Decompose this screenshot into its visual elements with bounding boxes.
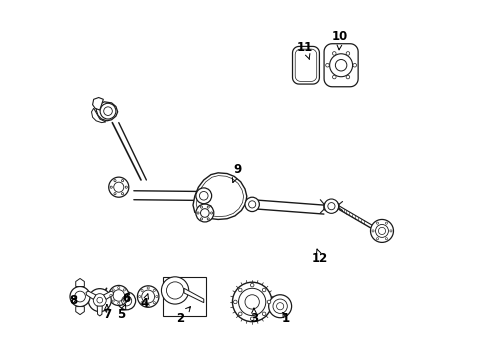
Circle shape <box>262 312 266 316</box>
Circle shape <box>353 63 357 67</box>
Circle shape <box>267 300 271 304</box>
Circle shape <box>114 180 116 182</box>
Polygon shape <box>324 200 339 212</box>
Circle shape <box>110 294 112 297</box>
Circle shape <box>330 54 353 77</box>
Circle shape <box>207 206 209 208</box>
Circle shape <box>239 288 242 292</box>
Circle shape <box>88 289 111 312</box>
Circle shape <box>118 302 120 305</box>
Circle shape <box>245 197 259 212</box>
Circle shape <box>196 204 214 222</box>
Circle shape <box>147 287 149 289</box>
Circle shape <box>200 218 202 220</box>
Circle shape <box>114 193 116 195</box>
Polygon shape <box>76 279 84 287</box>
Circle shape <box>118 292 136 310</box>
Text: 7: 7 <box>103 305 111 321</box>
Circle shape <box>153 289 155 292</box>
Circle shape <box>333 75 336 79</box>
Circle shape <box>141 302 143 304</box>
Circle shape <box>122 180 123 182</box>
Circle shape <box>122 193 123 195</box>
Polygon shape <box>86 291 96 299</box>
Circle shape <box>125 294 128 297</box>
Bar <box>163 277 205 316</box>
Circle shape <box>234 300 237 304</box>
Circle shape <box>370 220 393 242</box>
Circle shape <box>346 75 350 79</box>
Polygon shape <box>324 44 358 87</box>
Text: 3: 3 <box>250 308 258 325</box>
Text: 4: 4 <box>141 294 148 310</box>
Circle shape <box>100 103 116 119</box>
Circle shape <box>376 238 379 240</box>
Circle shape <box>70 287 90 307</box>
Circle shape <box>262 288 266 292</box>
Circle shape <box>118 287 120 289</box>
Circle shape <box>390 230 392 232</box>
Text: 10: 10 <box>332 30 348 50</box>
Circle shape <box>250 283 254 287</box>
Circle shape <box>153 302 155 304</box>
Polygon shape <box>76 307 84 315</box>
Circle shape <box>125 186 127 188</box>
Circle shape <box>137 286 159 307</box>
Circle shape <box>239 312 242 316</box>
Polygon shape <box>193 173 247 220</box>
Circle shape <box>200 206 202 208</box>
Text: 2: 2 <box>176 307 191 325</box>
Circle shape <box>196 188 212 204</box>
Circle shape <box>123 289 125 291</box>
Circle shape <box>250 317 254 320</box>
Circle shape <box>386 238 388 240</box>
Circle shape <box>333 51 336 55</box>
Text: 9: 9 <box>232 163 242 183</box>
Circle shape <box>372 230 374 232</box>
Circle shape <box>335 59 347 71</box>
Polygon shape <box>104 291 113 299</box>
Polygon shape <box>199 205 212 220</box>
Polygon shape <box>184 288 204 303</box>
Circle shape <box>386 222 388 224</box>
Circle shape <box>161 277 189 304</box>
Polygon shape <box>293 46 319 84</box>
Circle shape <box>376 222 379 224</box>
Text: 5: 5 <box>117 305 126 321</box>
Circle shape <box>156 296 158 298</box>
Circle shape <box>139 296 141 298</box>
Text: 8: 8 <box>70 294 78 307</box>
Text: 1: 1 <box>282 311 290 325</box>
Circle shape <box>110 186 112 188</box>
Polygon shape <box>93 98 103 110</box>
Circle shape <box>141 289 143 292</box>
Circle shape <box>326 63 329 67</box>
Text: 11: 11 <box>297 41 314 59</box>
Text: 12: 12 <box>312 249 328 265</box>
Polygon shape <box>97 306 102 316</box>
Circle shape <box>112 289 114 291</box>
Circle shape <box>197 212 199 214</box>
Circle shape <box>324 199 339 213</box>
Circle shape <box>147 304 149 306</box>
Circle shape <box>123 300 125 302</box>
Polygon shape <box>112 181 127 194</box>
Text: 6: 6 <box>122 292 131 305</box>
Circle shape <box>211 212 213 214</box>
Circle shape <box>109 177 129 197</box>
Circle shape <box>232 282 272 321</box>
Circle shape <box>346 51 350 55</box>
Circle shape <box>207 218 209 220</box>
Circle shape <box>109 285 129 306</box>
Circle shape <box>269 295 292 318</box>
Circle shape <box>112 300 114 302</box>
Polygon shape <box>96 102 118 121</box>
Polygon shape <box>92 108 106 123</box>
